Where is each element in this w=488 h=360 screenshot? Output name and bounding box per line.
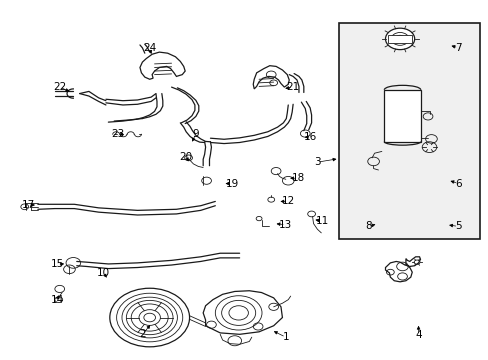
Text: 5: 5 [454, 221, 461, 231]
Text: 16: 16 [303, 132, 316, 142]
Bar [384, 90, 420, 141]
Text: 8: 8 [365, 221, 371, 231]
Text: 18: 18 [291, 173, 304, 183]
Text: 6: 6 [454, 179, 461, 189]
Circle shape [385, 28, 414, 50]
Text: 11: 11 [315, 216, 328, 226]
Bar [387, 35, 411, 43]
Text: 13: 13 [279, 220, 292, 230]
Text: 23: 23 [111, 129, 124, 139]
Text: 12: 12 [281, 197, 294, 206]
Text: 15: 15 [51, 259, 64, 269]
Bar [339, 23, 479, 239]
Text: 1: 1 [282, 332, 288, 342]
Bar [368, 255, 479, 348]
Text: 2: 2 [139, 329, 145, 339]
Text: 10: 10 [97, 268, 110, 278]
Text: 3: 3 [313, 157, 320, 167]
Text: 24: 24 [143, 43, 156, 53]
Text: 14: 14 [51, 295, 64, 305]
Text: 20: 20 [179, 152, 192, 162]
Text: 4: 4 [414, 330, 421, 341]
Text: 21: 21 [286, 82, 299, 92]
Text: 19: 19 [225, 179, 239, 189]
Text: 17: 17 [21, 200, 35, 210]
Text: 7: 7 [454, 43, 461, 53]
Text: 22: 22 [53, 82, 66, 92]
Text: 9: 9 [192, 129, 199, 139]
